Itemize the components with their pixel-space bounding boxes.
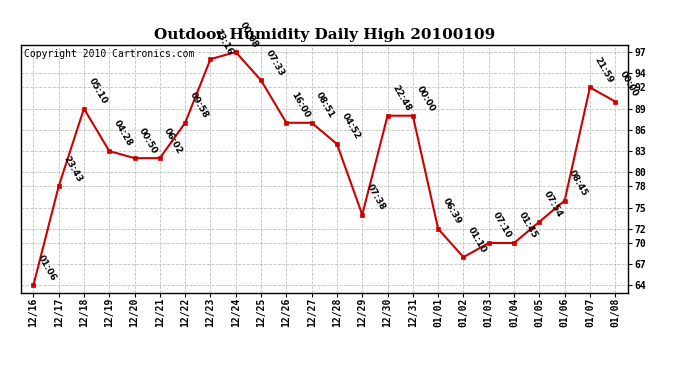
Text: 23:16: 23:16 bbox=[213, 27, 235, 56]
Text: 00:08: 00:08 bbox=[238, 20, 260, 49]
Text: 09:58: 09:58 bbox=[188, 91, 210, 120]
Text: 01:45: 01:45 bbox=[517, 211, 539, 240]
Text: 16:00: 16:00 bbox=[289, 91, 311, 120]
Text: 21:59: 21:59 bbox=[593, 55, 615, 85]
Text: 08:45: 08:45 bbox=[567, 168, 589, 198]
Text: Copyright 2010 Cartronics.com: Copyright 2010 Cartronics.com bbox=[23, 49, 194, 59]
Text: 00:00: 00:00 bbox=[415, 84, 437, 113]
Text: 01:06: 01:06 bbox=[36, 254, 58, 283]
Text: 07:33: 07:33 bbox=[264, 48, 286, 78]
Text: 00:50: 00:50 bbox=[137, 126, 159, 155]
Text: 22:48: 22:48 bbox=[390, 84, 412, 113]
Text: 06:02: 06:02 bbox=[162, 126, 184, 155]
Text: 00:00: 00:00 bbox=[618, 70, 640, 99]
Text: 07:10: 07:10 bbox=[491, 211, 513, 240]
Text: 07:54: 07:54 bbox=[542, 189, 564, 219]
Title: Outdoor Humidity Daily High 20100109: Outdoor Humidity Daily High 20100109 bbox=[154, 28, 495, 42]
Text: 04:28: 04:28 bbox=[112, 119, 134, 148]
Text: 07:38: 07:38 bbox=[365, 183, 387, 212]
Text: 08:51: 08:51 bbox=[314, 91, 336, 120]
Text: 04:52: 04:52 bbox=[339, 112, 362, 141]
Text: 06:39: 06:39 bbox=[441, 197, 463, 226]
Text: 23:43: 23:43 bbox=[61, 154, 83, 184]
Text: 05:10: 05:10 bbox=[86, 77, 108, 106]
Text: 01:10: 01:10 bbox=[466, 225, 488, 254]
